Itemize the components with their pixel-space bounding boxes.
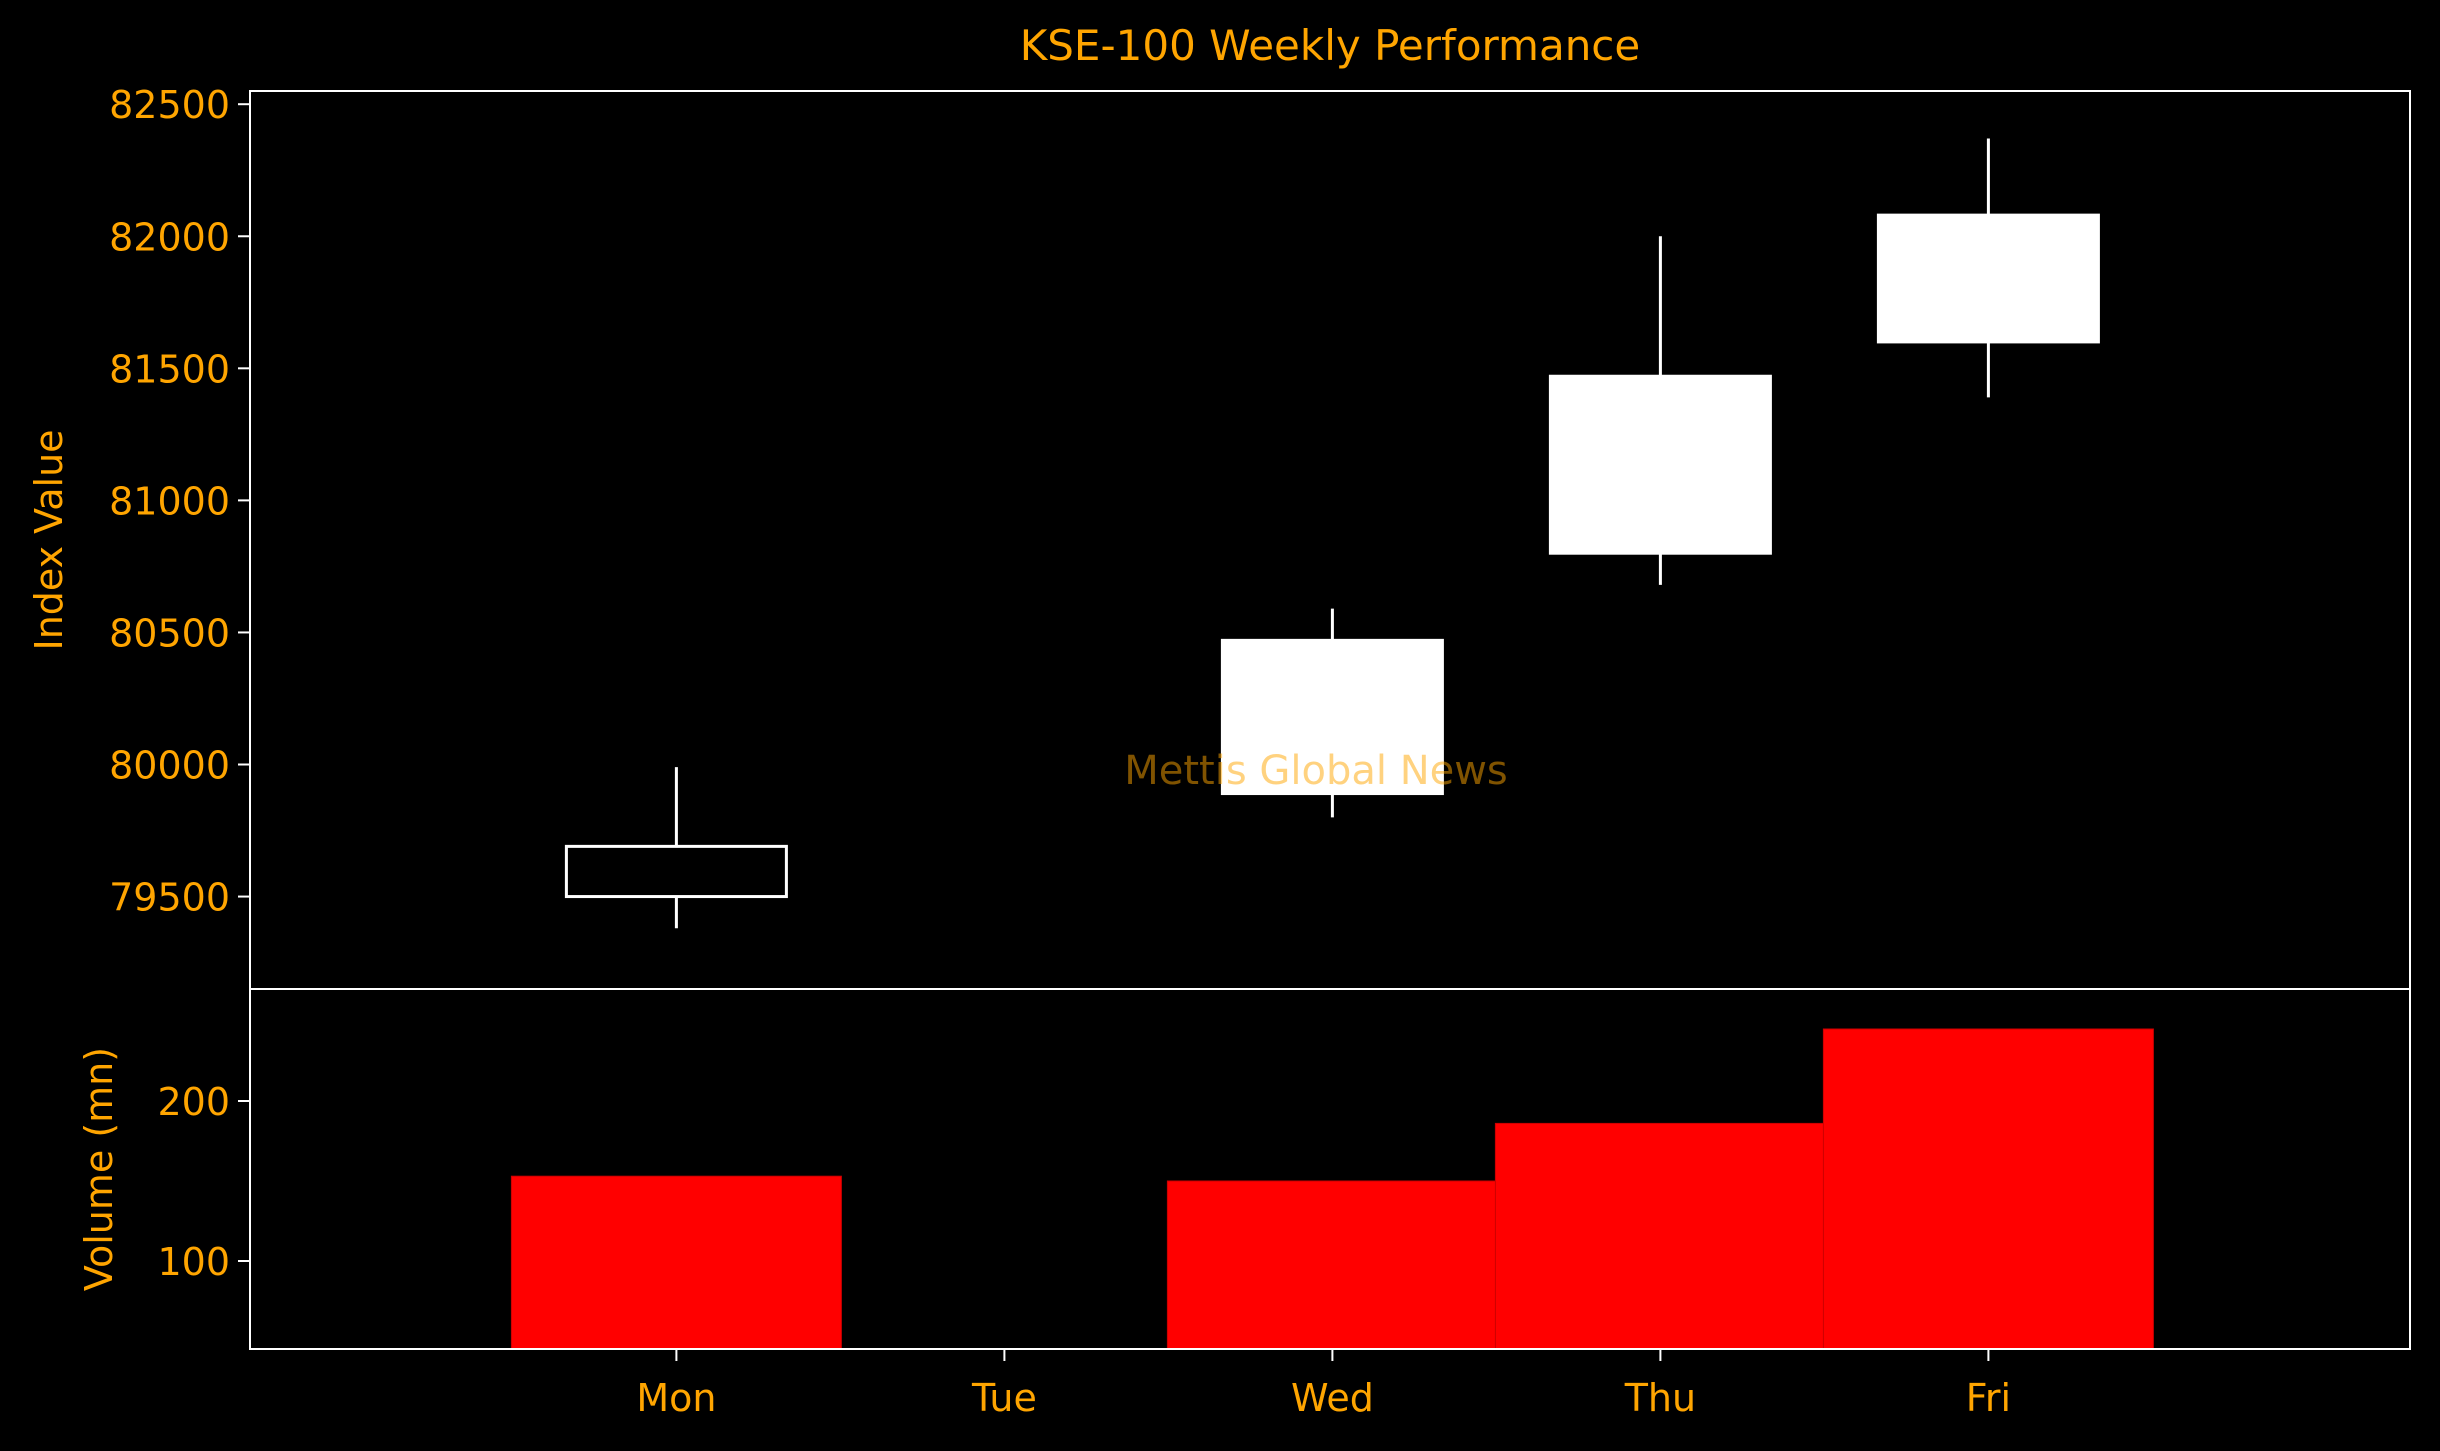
price-y-tick-label-5: 82000 bbox=[109, 215, 230, 259]
price-y-tick-label-4: 81500 bbox=[109, 347, 230, 391]
price-panel: 79500 80000 80500 81000 81500 82000 82500 Mett… bbox=[27, 83, 2411, 990]
price-y-tick-label-6: 82500 bbox=[109, 83, 230, 127]
volume-bar-thu bbox=[1494, 1122, 1826, 1350]
candle-body-fri bbox=[1876, 213, 2100, 344]
volume-panel: 100 200 Volume (mn) Mon Tue Wed Thu Fri bbox=[77, 988, 2411, 1420]
candle-body-mon bbox=[564, 844, 788, 899]
volume-bar-mon bbox=[510, 1175, 842, 1350]
volume-bar-wed bbox=[1166, 1180, 1498, 1350]
candle-body-thu bbox=[1548, 374, 1772, 555]
volume-y-tick-label-0: 100 bbox=[157, 1240, 230, 1284]
volume-bar-fri bbox=[1822, 1028, 2154, 1350]
watermark: Mettis Global News bbox=[1124, 748, 1508, 794]
x-tick-label-wed: Wed bbox=[1291, 1376, 1374, 1420]
price-y-tick-label-1: 80000 bbox=[109, 744, 230, 788]
chart-title: KSE-100 Weekly Performance bbox=[1020, 21, 1641, 70]
price-y-tick-label-2: 80500 bbox=[109, 611, 230, 655]
volume-y-tick-label-1: 200 bbox=[157, 1080, 230, 1124]
x-axis-ticks: Mon Tue Wed Thu Fri bbox=[636, 1349, 2011, 1420]
price-y-ticks: 79500 80000 80500 81000 81500 82000 82500 bbox=[109, 83, 250, 920]
volume-y-ticks: 100 200 bbox=[157, 1080, 250, 1284]
x-tick-label-tue: Tue bbox=[971, 1376, 1037, 1420]
x-tick-label-fri: Fri bbox=[1966, 1376, 2011, 1420]
candle-body-wed bbox=[1220, 638, 1444, 796]
volume-axes-frame bbox=[249, 988, 2411, 1350]
price-y-tick-label-3: 81000 bbox=[109, 479, 230, 523]
volume-bars bbox=[510, 1028, 2154, 1350]
x-tick-label-thu: Thu bbox=[1624, 1376, 1696, 1420]
volume-y-axis-label: Volume (mn) bbox=[77, 1047, 121, 1291]
candles bbox=[564, 138, 2100, 929]
price-y-tick-label-0: 79500 bbox=[109, 876, 230, 920]
price-y-axis-label: Index Value bbox=[27, 429, 71, 650]
x-tick-label-mon: Mon bbox=[636, 1376, 716, 1420]
